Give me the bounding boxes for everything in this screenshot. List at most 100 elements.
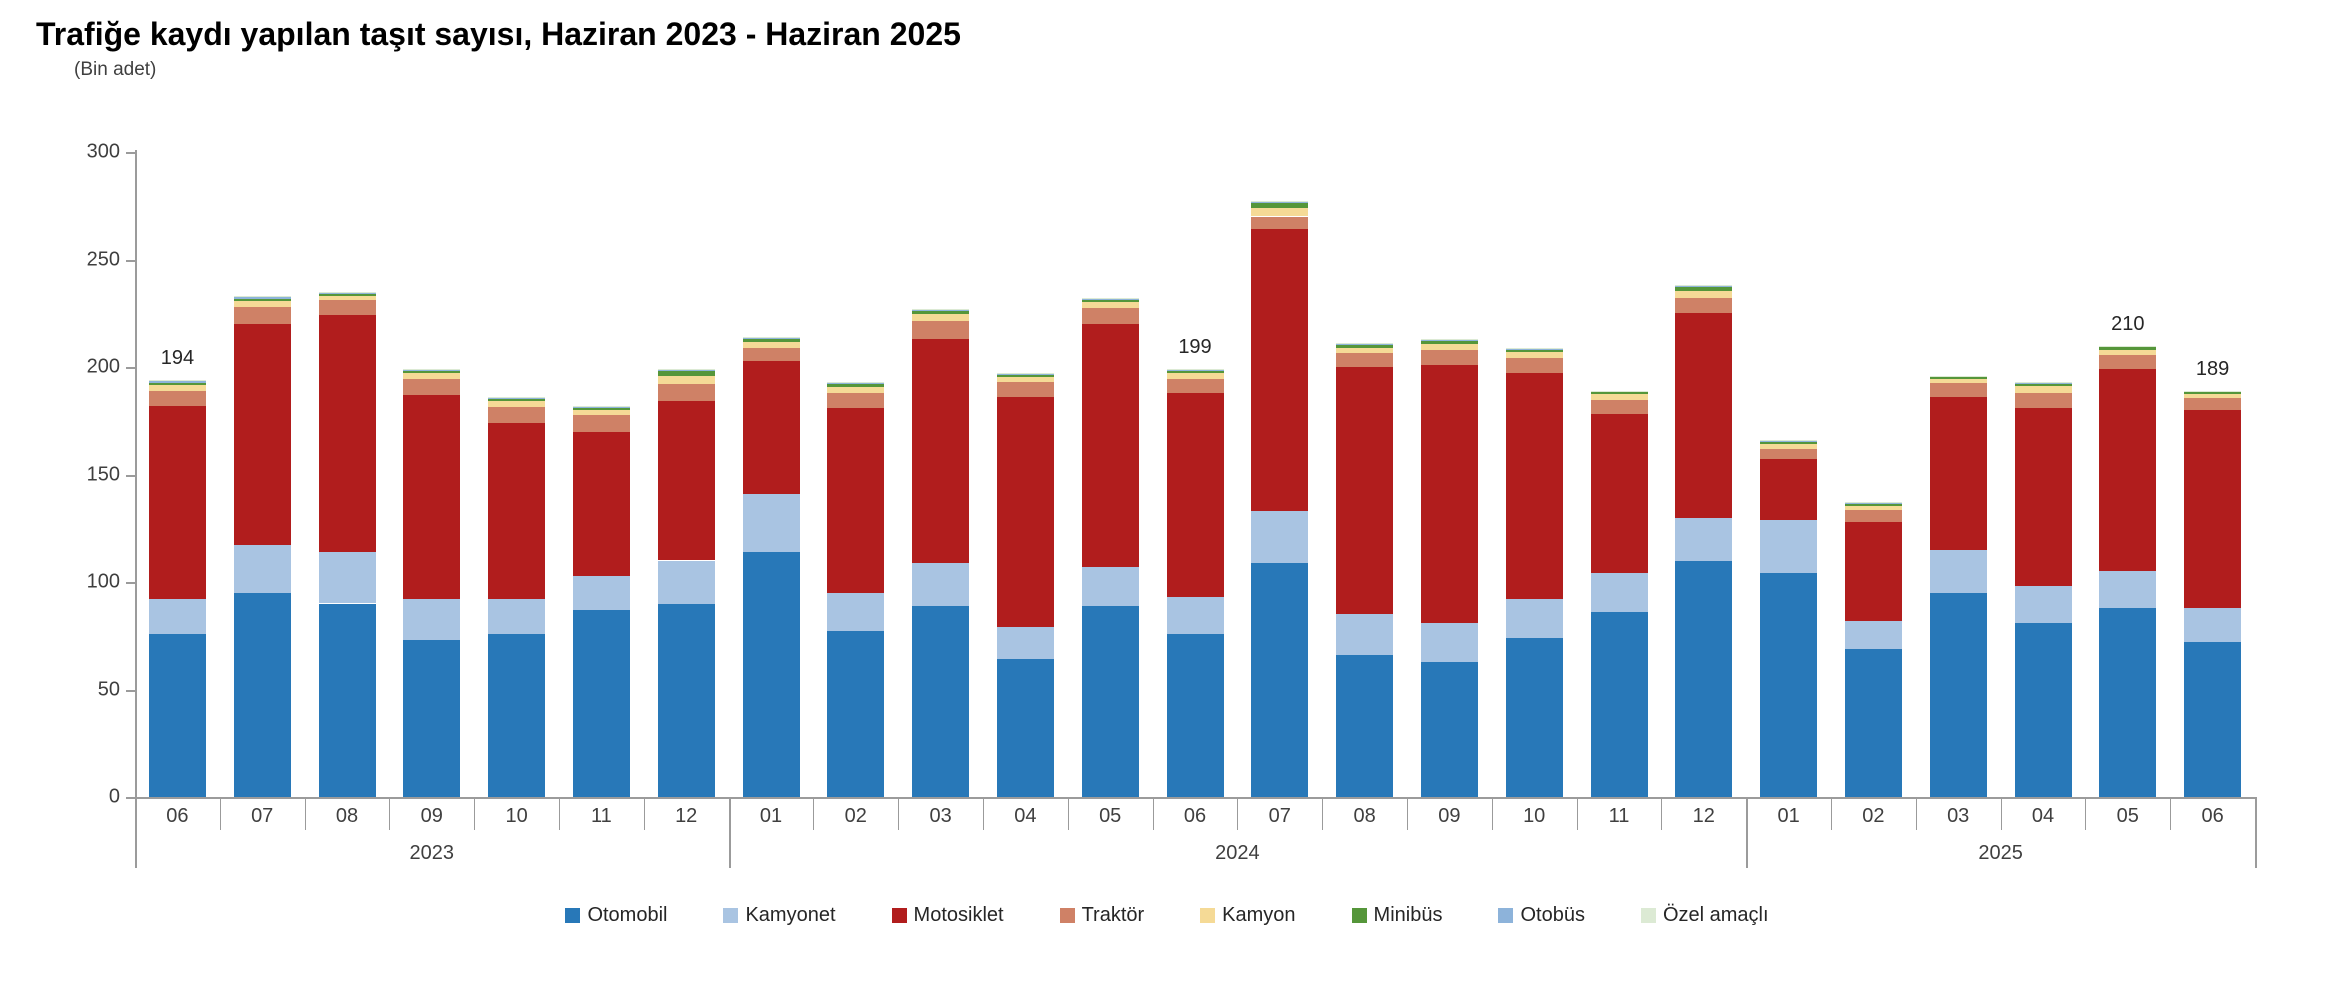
month-tick-label: 08 <box>335 805 359 827</box>
bar-segment-minib-s <box>488 398 546 402</box>
bar-segment-trakt-r <box>657 384 715 402</box>
bar-segment-trakt-r <box>2184 398 2242 410</box>
year-label: 2023 <box>409 842 455 864</box>
bar-segment-minib-s <box>1760 441 1818 444</box>
bar-segment--zel-ama-l- <box>488 397 546 398</box>
bar-segment-trakt-r <box>572 415 630 432</box>
bar-segment-kamyon <box>742 342 800 348</box>
year-separator <box>1746 797 1749 868</box>
bar-segment-minib-s <box>1251 203 1309 208</box>
bar-segment-motosiklet <box>1420 364 1478 623</box>
bar-segment-motosiklet <box>488 422 546 600</box>
y-axis-tick-label: 300 <box>86 140 120 163</box>
month-tick-label: 05 <box>2116 805 2139 827</box>
y-tick-mark <box>126 797 135 799</box>
legend-label: Motosiklet <box>913 903 1004 926</box>
bar-segment-otob-s <box>148 381 206 383</box>
bar-segment-minib-s <box>233 298 291 302</box>
bar-segment-kamyonet <box>657 560 715 604</box>
legend-label: Kamyon <box>1222 903 1296 926</box>
bar-segment--zel-ama-l- <box>1251 201 1309 203</box>
x-tick-separator <box>2170 797 2172 830</box>
month-tick-label: 07 <box>1268 805 1291 827</box>
bar-segment-minib-s <box>742 339 800 343</box>
month-tick-label: 11 <box>591 805 612 827</box>
bar-segment-motosiklet <box>403 394 461 600</box>
y-tick-mark <box>126 367 135 369</box>
bar-segment-minib-s <box>1420 340 1478 345</box>
bar-segment-minib-s <box>2184 391 2242 394</box>
bar-segment-trakt-r <box>1675 298 1733 314</box>
legend-label: Kamyonet <box>745 903 836 926</box>
bar-segment-otob-s <box>403 370 461 372</box>
bar-segment-motosiklet <box>2099 369 2157 572</box>
bar-segment-trakt-r <box>148 390 206 406</box>
bar-segment-otomobil <box>1166 633 1224 797</box>
bar-segment-kamyon <box>1336 347 1394 354</box>
bar-segment-kamyon <box>1590 394 1648 401</box>
bar-segment-trakt-r <box>488 406 546 423</box>
bar-segment-otob-s <box>1760 440 1818 442</box>
bar-segment-kamyonet <box>148 599 206 634</box>
legend: Otomobil Kamyonet Motosiklet Traktör Kamyon M… <box>0 898 2334 932</box>
x-tick-separator <box>1407 797 1408 830</box>
bar-segment-kamyonet <box>996 627 1054 660</box>
bar-segment-kamyonet <box>2014 586 2072 623</box>
bar-segment-otob-s <box>996 374 1054 375</box>
legend-swatch-icon <box>1498 907 1514 923</box>
y-tick-mark <box>126 474 135 477</box>
bar-segment-trakt-r <box>912 320 970 340</box>
x-tick-separator <box>304 797 306 830</box>
bar-segment--zel-ama-l- <box>318 291 376 293</box>
bar-segment-trakt-r <box>1081 307 1139 324</box>
x-tick-separator <box>813 797 815 830</box>
bar-segment-kamyon <box>1760 443 1818 449</box>
month-tick-label: 11 <box>1608 805 1630 827</box>
bar-segment--zel-ama-l- <box>1166 369 1224 370</box>
bar-segment-otomobil <box>912 605 970 797</box>
x-tick-separator <box>219 797 221 830</box>
bar-segment-kamyon <box>996 377 1054 383</box>
bar-segment-otob-s <box>912 310 970 312</box>
bar-segment-otomobil <box>403 640 461 797</box>
x-axis-line <box>127 797 2255 799</box>
bar-total-label: 189 <box>2195 357 2230 380</box>
bar-segment--zel-ama-l- <box>912 308 970 310</box>
month-tick-label: 05 <box>1099 805 1122 827</box>
x-tick-separator <box>1152 797 1154 830</box>
bar-segment-otomobil <box>2014 622 2072 797</box>
bar-segment-otob-s <box>1420 339 1478 341</box>
x-tick-separator <box>135 797 136 830</box>
bar-segment-motosiklet <box>1251 229 1309 512</box>
bar-segment-trakt-r <box>233 306 291 324</box>
bar-segment-minib-s <box>1505 349 1563 352</box>
x-tick-separator <box>1322 797 1324 830</box>
legend-label: Otomobil <box>587 903 668 926</box>
bar-segment-minib-s <box>2099 347 2157 350</box>
bar-segment-minib-s <box>148 382 206 386</box>
month-tick-label: 09 <box>420 805 443 827</box>
bar-segment-otomobil <box>318 603 376 797</box>
bar-segment-kamyon <box>2014 386 2072 393</box>
bar-segment-motosiklet <box>996 397 1054 628</box>
bar-segment--zel-ama-l- <box>1929 375 1987 377</box>
month-tick-label: 06 <box>2201 805 2224 827</box>
bar-segment-motosiklet <box>742 360 800 494</box>
bar-segment-kamyon <box>572 409 630 416</box>
bar-segment-kamyon <box>403 373 461 379</box>
x-tick-separator <box>1491 797 1493 830</box>
y-tick-mark <box>126 689 135 692</box>
x-tick-separator <box>559 797 560 830</box>
bar-segment-motosiklet <box>1844 521 1902 621</box>
y-axis-tick-label: 50 <box>97 678 120 700</box>
month-tick-label: 09 <box>1438 805 1461 827</box>
bar-segment--zel-ama-l- <box>1760 440 1818 441</box>
bar-segment--zel-ama-l- <box>657 369 715 371</box>
bar-segment-trakt-r <box>1420 349 1478 365</box>
y-axis-tick-label: 100 <box>86 570 120 593</box>
bar-segment-otomobil <box>1251 562 1309 797</box>
bar-segment-otob-s <box>1675 286 1733 288</box>
y-axis-tick-label: 200 <box>86 355 120 378</box>
bar-segment-otomobil <box>657 603 715 797</box>
